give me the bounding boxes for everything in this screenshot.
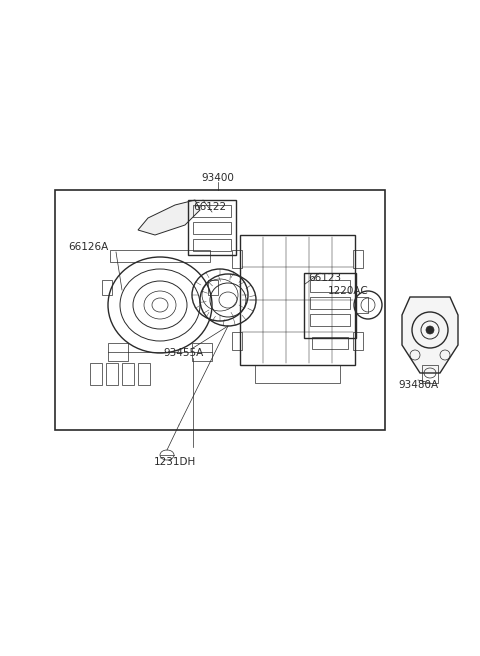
Bar (102, 280, 112, 295)
Text: 66126A: 66126A (68, 242, 108, 252)
Bar (422, 365, 438, 383)
Bar (188, 200, 236, 255)
Bar (193, 239, 231, 251)
Bar (356, 297, 368, 313)
Polygon shape (138, 200, 200, 235)
Bar (106, 363, 118, 385)
Bar (255, 365, 340, 383)
Text: 93400: 93400 (202, 173, 234, 183)
Bar (310, 314, 350, 326)
Ellipse shape (426, 326, 434, 334)
Bar (310, 280, 350, 292)
Bar (193, 205, 231, 217)
Bar (193, 222, 231, 234)
Bar (232, 250, 242, 268)
Text: 93480A: 93480A (398, 380, 438, 390)
Bar (192, 343, 212, 361)
Text: 1231DH: 1231DH (154, 457, 196, 467)
Bar (232, 332, 242, 350)
Bar (312, 337, 348, 349)
Bar (353, 332, 363, 350)
Polygon shape (402, 297, 458, 373)
Text: 66123: 66123 (308, 273, 341, 283)
Bar (208, 280, 218, 295)
Text: 1220AC: 1220AC (328, 286, 369, 296)
Bar (304, 273, 356, 338)
Bar (110, 250, 210, 262)
Bar (108, 343, 128, 361)
Bar (122, 363, 134, 385)
Bar (55, 190, 385, 430)
Text: 66122: 66122 (193, 202, 227, 212)
Text: 93455A: 93455A (163, 348, 203, 358)
Bar (240, 235, 355, 365)
Bar (353, 250, 363, 268)
Bar (90, 363, 102, 385)
Bar (310, 297, 350, 309)
Bar (138, 363, 150, 385)
